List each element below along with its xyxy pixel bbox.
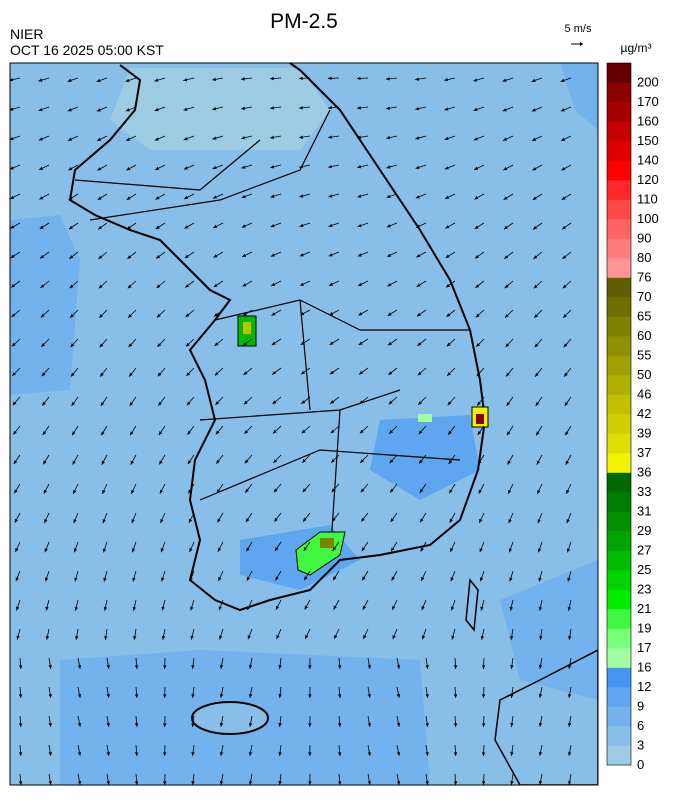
colorbar-label: 200 <box>637 75 659 90</box>
colorbar-label: 55 <box>637 348 651 363</box>
colorbar-segment <box>607 668 631 688</box>
colorbar-segment <box>607 258 631 278</box>
colorbar-label: 23 <box>637 582 651 597</box>
hotspot <box>476 414 484 424</box>
wind-scale-head <box>580 42 583 46</box>
colorbar-label: 25 <box>637 562 651 577</box>
colorbar-segment <box>607 648 631 668</box>
colorbar-segment <box>607 180 631 200</box>
colorbar-label: 21 <box>637 601 651 616</box>
title: PM-2.5 <box>270 10 338 33</box>
colorbar-label: 80 <box>637 250 651 265</box>
colorbar-label: 19 <box>637 621 651 636</box>
colorbar-segment <box>607 746 631 766</box>
unit: µg/m³ <box>621 41 652 55</box>
hotspot <box>243 322 251 334</box>
colorbar-segment <box>607 219 631 239</box>
colorbar-segment <box>607 375 631 395</box>
colorbar-segment <box>607 336 631 356</box>
agency: NIER <box>10 26 43 42</box>
colorbar-label: 17 <box>637 640 651 655</box>
colorbar-label: 42 <box>637 406 651 421</box>
colorbar-label: 27 <box>637 543 651 558</box>
colorbar: 0369121617192123252729313336373942465055… <box>607 63 659 772</box>
colorbar-segment <box>607 512 631 532</box>
hotspot <box>320 538 334 548</box>
colorbar-segment <box>607 551 631 571</box>
colorbar-segment <box>607 239 631 259</box>
colorbar-segment <box>607 395 631 415</box>
colorbar-segment <box>607 570 631 590</box>
colorbar-segment <box>607 473 631 493</box>
colorbar-label: 60 <box>637 328 651 343</box>
colorbar-label: 110 <box>637 192 658 207</box>
concentration-area <box>110 68 330 150</box>
concentration-area <box>10 215 80 395</box>
colorbar-label: 31 <box>637 504 651 519</box>
colorbar-label: 9 <box>637 699 644 714</box>
timestamp: OCT 16 2025 05:00 KST <box>10 42 164 58</box>
colorbar-label: 150 <box>637 133 659 148</box>
colorbar-segment <box>607 590 631 610</box>
colorbar-label: 76 <box>637 270 651 285</box>
colorbar-label: 39 <box>637 426 651 441</box>
colorbar-segment <box>607 609 631 629</box>
colorbar-segment <box>607 102 631 122</box>
colorbar-label: 100 <box>637 211 659 226</box>
colorbar-label: 29 <box>637 523 651 538</box>
colorbar-segment <box>607 200 631 220</box>
colorbar-segment <box>607 317 631 337</box>
colorbar-segment <box>607 414 631 434</box>
colorbar-label: 46 <box>637 387 651 402</box>
colorbar-label: 6 <box>637 718 644 733</box>
colorbar-segment <box>607 434 631 454</box>
colorbar-label: 65 <box>637 309 651 324</box>
colorbar-segment <box>607 492 631 512</box>
colorbar-segment <box>607 726 631 746</box>
colorbar-label: 0 <box>637 757 644 772</box>
colorbar-label: 160 <box>637 114 659 129</box>
colorbar-label: 90 <box>637 231 651 246</box>
colorbar-segment <box>607 707 631 727</box>
hotspot <box>418 414 432 422</box>
colorbar-label: 3 <box>637 738 644 753</box>
colorbar-segment <box>607 453 631 473</box>
colorbar-label: 170 <box>637 94 659 109</box>
wind-scale: 5 m/s <box>565 23 592 35</box>
colorbar-segment <box>607 161 631 181</box>
colorbar-segment <box>607 63 631 83</box>
island <box>192 702 268 734</box>
colorbar-label: 120 <box>637 172 659 187</box>
colorbar-label: 140 <box>637 153 659 168</box>
colorbar-label: 36 <box>637 465 651 480</box>
colorbar-label: 33 <box>637 484 651 499</box>
colorbar-label: 70 <box>637 289 651 304</box>
colorbar-segment <box>607 278 631 298</box>
colorbar-segment <box>607 83 631 103</box>
colorbar-label: 16 <box>637 660 651 675</box>
colorbar-segment <box>607 629 631 649</box>
colorbar-label: 50 <box>637 367 651 382</box>
colorbar-segment <box>607 141 631 161</box>
colorbar-label: 37 <box>637 445 651 460</box>
colorbar-label: 12 <box>637 679 651 694</box>
colorbar-segment <box>607 297 631 317</box>
map <box>9 63 598 785</box>
colorbar-segment <box>607 687 631 707</box>
colorbar-segment <box>607 356 631 376</box>
colorbar-segment <box>607 122 631 142</box>
colorbar-segment <box>607 531 631 551</box>
